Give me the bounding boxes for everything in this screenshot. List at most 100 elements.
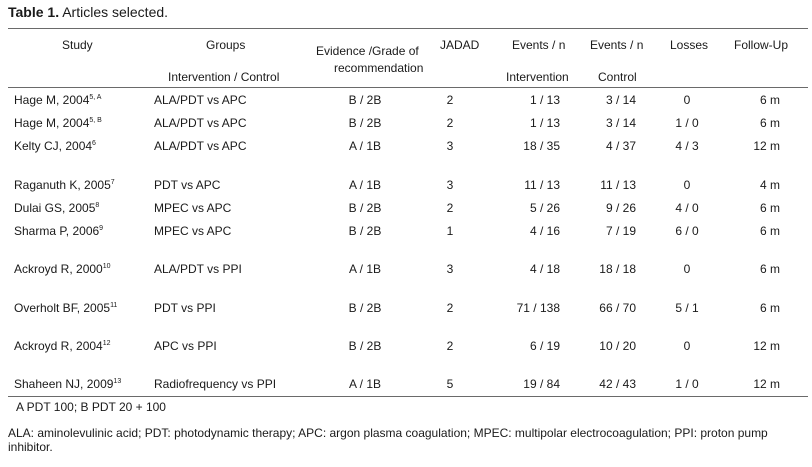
cell-evidence-text: B / 2B — [348, 201, 382, 215]
cell-evidence: B / 2B — [320, 339, 410, 353]
cell-evidence-text: B / 2B — [348, 93, 382, 107]
cell-jadad: 2 — [430, 116, 470, 130]
cell-events-control-text: 42 / 43 — [599, 377, 636, 391]
cell-jadad: 2 — [430, 201, 470, 215]
cell-study: Ackroyd R, 200010 — [14, 262, 154, 276]
cell-study-text: Ackroyd R, 2004 — [14, 339, 103, 353]
cell-followup: 12 m — [730, 339, 780, 353]
cell-events-intervention-text: 6 / 19 — [529, 339, 560, 353]
cell-jadad: 1 — [430, 224, 470, 238]
cell-evidence-text: A / 1B — [348, 262, 382, 276]
cell-losses: 4 / 3 — [662, 139, 712, 153]
cell-evidence-text: A / 1B — [348, 178, 382, 192]
cell-events-control-text: 4 / 37 — [605, 139, 636, 153]
cell-losses: 1 / 0 — [662, 377, 712, 391]
cell-followup-text: 6 m — [759, 262, 780, 276]
cell-events-control-text: 10 / 20 — [599, 339, 636, 353]
cell-losses: 0 — [662, 178, 712, 192]
cell-jadad: 2 — [430, 339, 470, 353]
header-events-control: Events / n — [590, 38, 644, 52]
cell-events-control-text: 66 / 70 — [599, 301, 636, 315]
reference-superscript: 9 — [99, 225, 104, 232]
abbreviation-footnote: ALA: aminolevulinic acid; PDT: photodyna… — [8, 426, 768, 454]
cell-jadad: 3 — [430, 178, 470, 192]
cell-followup-text: 6 m — [759, 201, 780, 215]
cell-groups: ALA/PDT vs APC — [154, 93, 294, 107]
cell-evidence: A / 1B — [320, 178, 410, 192]
cell-followup: 12 m — [730, 139, 780, 153]
cell-jadad: 5 — [430, 377, 470, 391]
cell-groups-text: MPEC vs APC — [154, 201, 232, 215]
cell-events-intervention-text: 11 / 13 — [524, 178, 560, 192]
cell-study: Shaheen NJ, 200913 — [14, 377, 154, 391]
cell-study: Overholt BF, 200511 — [14, 301, 154, 315]
cell-evidence-text: B / 2B — [348, 116, 382, 130]
cell-losses-text: 1 / 0 — [675, 377, 699, 391]
cell-followup: 6 m — [730, 262, 780, 276]
cell-events-control-text: 11 / 13 — [600, 178, 636, 192]
cell-groups: MPEC vs APC — [154, 201, 294, 215]
cell-losses: 6 / 0 — [662, 224, 712, 238]
cell-jadad: 2 — [430, 93, 470, 107]
cell-jadad-text: 2 — [446, 301, 454, 315]
cell-groups-text: ALA/PDT vs APC — [154, 93, 247, 107]
cell-evidence-text: A / 1B — [348, 377, 382, 391]
header-jadad: JADAD — [440, 38, 480, 52]
cell-groups-text: PDT vs PPI — [154, 301, 216, 315]
cell-groups: ALA/PDT vs APC — [154, 139, 294, 153]
cell-events-control: 66 / 70 — [580, 301, 636, 315]
reference-superscript: 7 — [110, 179, 115, 186]
cell-study-text: Overholt BF, 2005 — [14, 301, 111, 315]
cell-losses: 0 — [662, 93, 712, 107]
cell-events-intervention-text: 1 / 13 — [529, 93, 560, 107]
cell-events-control: 10 / 20 — [580, 339, 636, 353]
cell-events-control: 7 / 19 — [580, 224, 636, 238]
cell-events-intervention: 1 / 13 — [500, 93, 560, 107]
cell-study-text: Dulai GS, 2005 — [14, 201, 96, 215]
cell-losses-text: 6 / 0 — [675, 224, 699, 238]
cell-losses-text: 4 / 3 — [675, 139, 699, 153]
cell-jadad-text: 3 — [446, 139, 454, 153]
cell-study-text: Shaheen NJ, 2009 — [14, 377, 114, 391]
cell-events-control: 4 / 37 — [580, 139, 636, 153]
cell-evidence: B / 2B — [320, 224, 410, 238]
cell-groups-text: MPEC vs APC — [154, 224, 232, 238]
cell-events-intervention-text: 1 / 13 — [529, 116, 560, 130]
cell-events-intervention-text: 19 / 84 — [523, 377, 560, 391]
cell-events-control-text: 3 / 14 — [605, 93, 636, 107]
cell-events-control: 9 / 26 — [580, 201, 636, 215]
cell-followup-text: 6 m — [759, 224, 780, 238]
table-caption: Table 1. Articles selected. — [8, 4, 168, 20]
cell-evidence: B / 2B — [320, 201, 410, 215]
cell-events-intervention: 5 / 26 — [500, 201, 560, 215]
cell-followup: 6 m — [730, 93, 780, 107]
cell-evidence-text: B / 2B — [348, 224, 382, 238]
cell-groups: ALA/PDT vs PPI — [154, 262, 294, 276]
cell-followup-text: 6 m — [759, 301, 780, 315]
cell-jadad-text: 2 — [446, 201, 454, 215]
cell-groups: ALA/PDT vs APC — [154, 116, 294, 130]
cell-groups-text: ALA/PDT vs PPI — [154, 262, 242, 276]
cell-groups-text: ALA/PDT vs APC — [154, 139, 247, 153]
cell-followup-text: 12 m — [753, 377, 780, 391]
cell-losses: 4 / 0 — [662, 201, 712, 215]
cell-jadad-text: 3 — [446, 262, 454, 276]
cell-events-intervention: 19 / 84 — [500, 377, 560, 391]
cell-events-intervention-text: 4 / 18 — [529, 262, 560, 276]
cell-events-control: 11 / 13 — [580, 178, 636, 192]
cell-events-intervention-text: 4 / 16 — [529, 224, 560, 238]
reference-superscript: 6 — [92, 140, 96, 147]
table-note: A PDT 100; B PDT 20 + 100 — [16, 400, 166, 414]
cell-groups-text: APC vs PPI — [154, 339, 217, 353]
cell-groups: Radiofrequency vs PPI — [154, 377, 294, 391]
cell-groups-text: ALA/PDT vs APC — [154, 116, 247, 130]
cell-evidence-text: B / 2B — [348, 301, 382, 315]
cell-study-text: Ackroyd R, 2000 — [14, 262, 103, 276]
header-study: Study — [62, 38, 93, 52]
cell-events-control: 42 / 43 — [580, 377, 636, 391]
table-caption-text: Articles selected. — [59, 4, 169, 20]
cell-followup: 6 m — [730, 201, 780, 215]
header-events-control-sub: Control — [598, 70, 637, 84]
cell-events-control-text: 3 / 14 — [605, 116, 636, 130]
cell-study-text: Raganuth K, 2005 — [14, 178, 111, 192]
